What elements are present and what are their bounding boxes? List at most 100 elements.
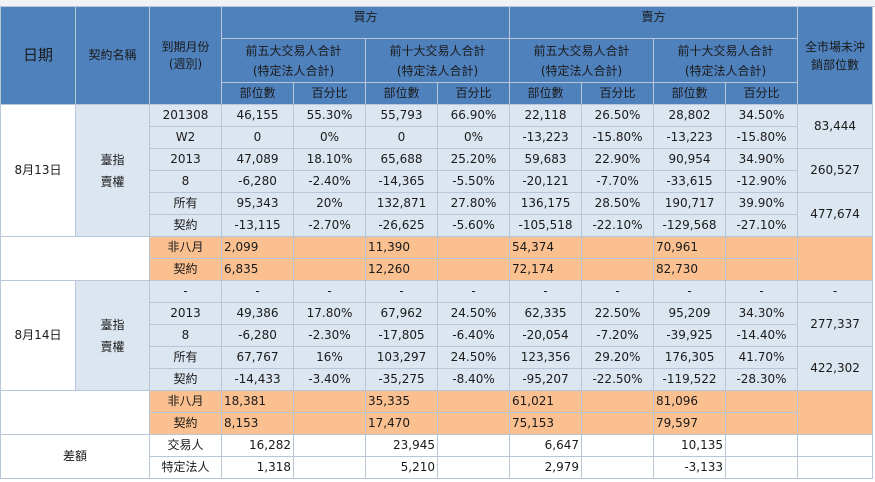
value-cell[interactable]: -35,275 — [365, 368, 438, 391]
non-aug-label[interactable]: 非八月 — [149, 390, 222, 413]
value-cell[interactable]: 62,335 — [509, 302, 583, 325]
value-cell[interactable]: -2.40% — [293, 170, 366, 193]
header-percent[interactable]: 百分比 — [436, 82, 511, 105]
blank-cell[interactable] — [797, 456, 874, 479]
market-oi-cell[interactable]: - — [797, 280, 874, 303]
value-cell[interactable]: 22.50% — [581, 302, 655, 325]
value-cell[interactable]: -7.70% — [581, 170, 655, 193]
value-cell[interactable]: 17.80% — [293, 302, 366, 325]
value-cell[interactable]: 16% — [293, 346, 366, 369]
value-cell[interactable]: -17,805 — [365, 324, 438, 347]
value-cell[interactable]: -20,054 — [509, 324, 583, 347]
value-cell[interactable]: 55,793 — [365, 104, 438, 127]
value-cell[interactable]: - — [725, 280, 799, 303]
value-cell[interactable]: 103,297 — [365, 346, 438, 369]
value-cell[interactable]: 17,470 — [365, 412, 438, 435]
market-oi-cell[interactable] — [797, 236, 874, 281]
value-cell[interactable]: - — [365, 280, 438, 303]
value-cell[interactable]: 95,343 — [221, 192, 294, 215]
value-cell[interactable]: - — [653, 280, 727, 303]
diff-row-label[interactable]: 交易人 — [149, 434, 222, 457]
expiry-cell[interactable]: - — [149, 280, 222, 303]
value-cell[interactable]: 72,174 — [509, 258, 583, 281]
value-cell[interactable]: -5.60% — [436, 214, 511, 237]
header-sell[interactable]: 賣方 — [509, 6, 799, 39]
value-cell[interactable]: -119,522 — [653, 368, 727, 391]
value-cell[interactable]: 132,871 — [365, 192, 438, 215]
expiry-cell[interactable]: 201308 — [149, 104, 222, 127]
diff-value[interactable]: 10,135 — [653, 434, 727, 457]
header-percent[interactable]: 百分比 — [725, 82, 799, 105]
value-cell[interactable]: -8.40% — [436, 368, 511, 391]
header-position[interactable]: 部位數 — [365, 82, 438, 105]
diff-value[interactable]: 23,945 — [365, 434, 438, 457]
value-cell[interactable]: 34.30% — [725, 302, 799, 325]
value-cell[interactable]: 28.50% — [581, 192, 655, 215]
diff-value[interactable]: -3,133 — [653, 456, 727, 479]
header-buy-top5[interactable]: 前五大交易人合計 (特定法人合計) — [221, 38, 366, 83]
diff-value[interactable] — [725, 434, 799, 457]
value-cell[interactable]: - — [293, 280, 366, 303]
value-cell[interactable]: 6,835 — [221, 258, 294, 281]
expiry-cell[interactable]: 所有 — [149, 346, 222, 369]
expiry-cell[interactable]: 8 — [149, 170, 222, 193]
market-oi-cell[interactable]: 260,527 — [797, 148, 874, 193]
value-cell[interactable]: -105,518 — [509, 214, 583, 237]
value-cell[interactable]: -15.80% — [581, 126, 655, 149]
value-cell[interactable]: -7.20% — [581, 324, 655, 347]
value-cell[interactable]: 79,597 — [653, 412, 727, 435]
expiry-cell[interactable]: W2 — [149, 126, 222, 149]
non-aug-label[interactable]: 非八月 — [149, 236, 222, 259]
value-cell[interactable]: 20% — [293, 192, 366, 215]
value-cell[interactable]: -15.80% — [725, 126, 799, 149]
non-aug-label[interactable]: 契約 — [149, 258, 222, 281]
value-cell[interactable] — [293, 390, 366, 413]
value-cell[interactable]: -27.10% — [725, 214, 799, 237]
diff-value[interactable] — [436, 456, 511, 479]
value-cell[interactable]: 47,089 — [221, 148, 294, 171]
header-buy[interactable]: 買方 — [220, 6, 511, 39]
value-cell[interactable]: - — [221, 280, 294, 303]
value-cell[interactable]: 8,153 — [221, 412, 294, 435]
value-cell[interactable] — [436, 236, 511, 259]
value-cell[interactable]: -13,223 — [509, 126, 583, 149]
value-cell[interactable]: 136,175 — [509, 192, 583, 215]
blank-cell[interactable] — [0, 390, 150, 435]
value-cell[interactable]: 46,155 — [221, 104, 294, 127]
value-cell[interactable]: 25.20% — [436, 148, 511, 171]
value-cell[interactable] — [725, 412, 799, 435]
diff-value[interactable] — [581, 456, 655, 479]
value-cell[interactable]: 0% — [293, 126, 366, 149]
value-cell[interactable]: 123,356 — [509, 346, 583, 369]
non-aug-label[interactable]: 契約 — [149, 412, 222, 435]
diff-value[interactable]: 16,282 — [221, 434, 294, 457]
blank-cell[interactable] — [797, 434, 874, 457]
value-cell[interactable]: -13,115 — [221, 214, 294, 237]
value-cell[interactable]: -13,223 — [653, 126, 727, 149]
value-cell[interactable]: 28,802 — [653, 104, 727, 127]
header-position[interactable]: 部位數 — [653, 82, 727, 105]
market-oi-cell[interactable]: 422,302 — [797, 346, 874, 391]
value-cell[interactable]: -129,568 — [653, 214, 727, 237]
value-cell[interactable]: 59,683 — [509, 148, 583, 171]
value-cell[interactable]: 41.70% — [725, 346, 799, 369]
value-cell[interactable] — [436, 412, 511, 435]
value-cell[interactable]: -28.30% — [725, 368, 799, 391]
diff-value[interactable]: 5,210 — [365, 456, 438, 479]
value-cell[interactable] — [293, 412, 366, 435]
value-cell[interactable]: - — [509, 280, 583, 303]
expiry-cell[interactable]: 契約 — [149, 214, 222, 237]
header-contract[interactable]: 契約名稱 — [75, 6, 150, 105]
value-cell[interactable]: 67,767 — [221, 346, 294, 369]
diff-value[interactable] — [581, 434, 655, 457]
diff-value[interactable] — [436, 434, 511, 457]
value-cell[interactable]: -39,925 — [653, 324, 727, 347]
value-cell[interactable]: 0% — [436, 126, 511, 149]
value-cell[interactable]: 81,096 — [653, 390, 727, 413]
value-cell[interactable] — [581, 258, 655, 281]
value-cell[interactable]: -3.40% — [293, 368, 366, 391]
expiry-cell[interactable]: 2013 — [149, 148, 222, 171]
value-cell[interactable] — [293, 236, 366, 259]
contract-cell[interactable]: 臺指 賣權 — [75, 104, 150, 237]
header-sell-top5[interactable]: 前五大交易人合計 (特定法人合計) — [509, 38, 655, 83]
